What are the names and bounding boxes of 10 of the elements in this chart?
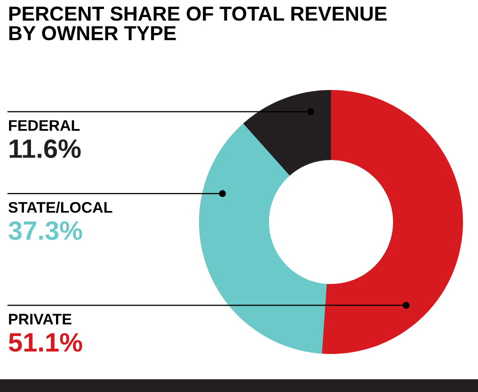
- slice-label: PRIVATE: [9, 314, 72, 324]
- data-label: 37.3%: [8, 221, 82, 240]
- donut-slice: [322, 90, 463, 354]
- chart-title: PERCENT SHARE OF TOTAL REVENUE BY OWNER TYPE: [9, 6, 387, 40]
- slice-label: FEDERAL: [9, 120, 80, 131]
- data-label: 11.6%: [10, 139, 81, 158]
- slice-label: STATE/LOCAL: [8, 202, 112, 213]
- donut-slice: [199, 124, 327, 354]
- data-label: 51.1%: [8, 333, 82, 352]
- donut-slice: [243, 90, 331, 176]
